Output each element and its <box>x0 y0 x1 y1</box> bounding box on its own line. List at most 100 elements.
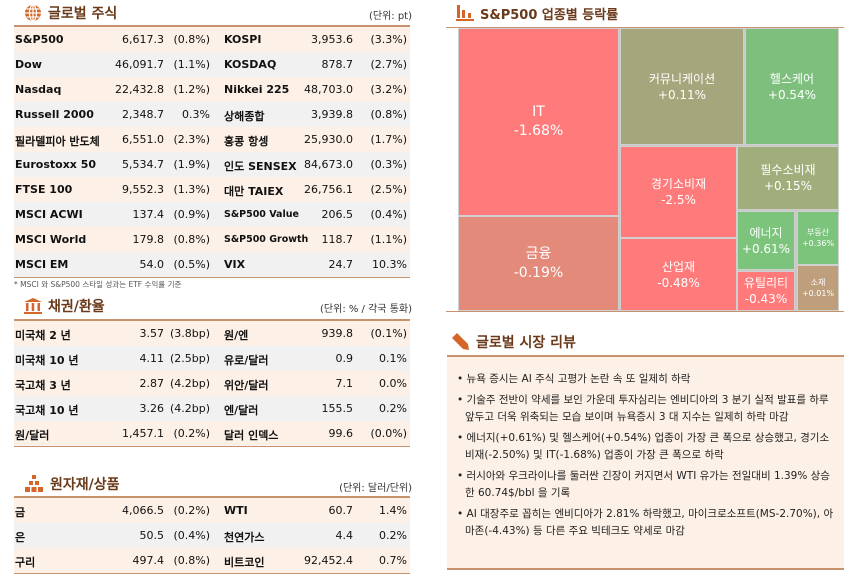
review-box: • 뉴욕 증시는 AI 주식 고평가 논란 속 또 일제히 하락 • 기술주 전… <box>447 357 844 570</box>
item-name: 상해종합 <box>224 110 265 123</box>
item-value: 179.8 <box>132 233 165 246</box>
item-value: 9,552.3 <box>122 183 164 196</box>
item-name: KOSDAQ <box>224 58 277 71</box>
item-name: WTI <box>224 504 248 517</box>
section-title: 채권/환율 <box>48 299 105 315</box>
item-name: FTSE 100 <box>15 183 73 196</box>
item-name: Russell 2000 <box>15 108 94 121</box>
gold-bars-icon <box>25 475 43 492</box>
sector-name: 경기소비재 <box>650 177 707 191</box>
item-name: 천연가스 <box>224 531 265 544</box>
sector-change: +0.54% <box>767 87 817 102</box>
item-value: 7.1 <box>335 377 354 390</box>
item-change: 10.3% <box>372 258 407 271</box>
sector-name: 필수소비재 <box>760 163 816 177</box>
table-row: 원/달러 1,457.1 (0.2%) 달러 인덱스 99.6 (0.0%) <box>14 421 410 446</box>
item-change: (2.7%) <box>370 58 407 71</box>
table-row: 국고채 3 년 2.87 (4.2bp) 위안/달러 7.1 0.0% <box>14 371 410 396</box>
divider <box>446 27 844 28</box>
item-value: 3.57 <box>139 327 165 340</box>
item-change: (0.8%) <box>370 108 407 121</box>
item-value: 22,432.8 <box>115 83 164 96</box>
item-value: 5,534.7 <box>122 158 164 171</box>
sector-cell: IT -1.68% <box>458 28 619 216</box>
table-row: 미국채 2 년 3.57 (3.8bp) 원/엔 939.8 (0.1%) <box>14 321 410 346</box>
item-change: (0.2%) <box>173 504 210 517</box>
item-name: 미국채 2 년 <box>15 329 71 342</box>
item-name: 은 <box>15 531 26 544</box>
item-change: (0.0%) <box>370 427 407 440</box>
item-change: 0.2% <box>379 402 407 415</box>
item-value: 6,617.3 <box>122 33 164 46</box>
sector-change: +0.01% <box>801 289 835 298</box>
globe-icon <box>25 4 41 22</box>
divider <box>446 311 844 312</box>
item-value: 6,551.0 <box>122 133 164 146</box>
table-row: Nasdaq 22,432.8 (1.2%) Nikkei 225 48,703.0 (3… <box>14 77 410 102</box>
sector-change: +0.36% <box>801 239 835 248</box>
item-value: 46,091.7 <box>115 58 164 71</box>
item-value: 878.7 <box>321 58 354 71</box>
divider <box>14 496 410 498</box>
item-change: 0.3% <box>182 108 210 121</box>
commodities-header: 원자재/상품 <box>24 473 120 495</box>
item-change: (3.3%) <box>370 33 407 46</box>
sector-name: 금융 <box>525 245 552 262</box>
sector-name: 유틸리티 <box>743 276 789 290</box>
table-row: 은 50.5 (0.4%) 천연가스 4.4 0.2% <box>14 523 410 548</box>
item-value: 48,703.0 <box>304 83 353 96</box>
item-name: Nikkei 225 <box>224 83 290 96</box>
item-change: (1.2%) <box>173 83 210 96</box>
item-name: 달러 인덱스 <box>224 429 279 442</box>
item-change: (1.1%) <box>370 233 407 246</box>
item-name: S&P500 Value <box>224 209 299 220</box>
section-title: 글로벌 시장 리뷰 <box>476 335 576 351</box>
item-name: 미국채 10 년 <box>15 354 79 367</box>
item-change: 0.0% <box>379 377 407 390</box>
item-value: 2,348.7 <box>122 108 164 121</box>
item-name: 유로/달러 <box>224 354 269 367</box>
item-name: 국고채 3 년 <box>15 379 71 392</box>
item-change: (0.8%) <box>173 233 210 246</box>
review-bullet: • 기술주 전반이 약세를 보인 가운데 투자심리는 엔비디아의 3 분기 실적… <box>457 393 829 424</box>
item-change: 1.4% <box>379 504 407 517</box>
item-value: 206.5 <box>321 208 354 221</box>
table-row: MSCI ACWI 137.4 (0.9%) S&P500 Value 206.5 (0.… <box>14 202 410 227</box>
item-change: (3.2%) <box>370 83 407 96</box>
item-change: (0.3%) <box>370 158 407 171</box>
item-value: 25,930.0 <box>304 133 353 146</box>
item-name: Dow <box>15 58 42 71</box>
item-name: 금 <box>15 506 26 519</box>
sector-cell: 유틸리티 -0.43% <box>737 271 795 311</box>
item-value: 3.26 <box>139 402 165 415</box>
item-value: 24.7 <box>328 258 354 271</box>
item-value: 3,953.6 <box>311 33 353 46</box>
sector-name: 부동산 <box>806 228 830 237</box>
table-row: MSCI World 179.8 (0.8%) S&P500 Growth 118.7 (… <box>14 227 410 252</box>
sector-name: 커뮤니케이션 <box>648 71 716 86</box>
sector-change: -0.48% <box>657 275 700 290</box>
table-row: 구리 497.4 (0.8%) 비트코인 92,452.4 0.7% <box>14 548 410 573</box>
item-value: 497.4 <box>132 554 165 567</box>
item-name: MSCI ACWI <box>15 208 83 221</box>
item-change: (0.8%) <box>173 33 210 46</box>
item-value: 2.87 <box>139 377 165 390</box>
table-row: MSCI EM 54.0 (0.5%) VIX 24.7 10.3% <box>14 252 410 277</box>
sector-cell: 에너지 +0.61% <box>737 211 795 270</box>
item-name: MSCI EM <box>15 258 69 271</box>
equities-header: 글로벌 주식 <box>24 2 117 24</box>
table-row: Dow 46,091.7 (1.1%) KOSDAQ 878.7 (2.7%) <box>14 52 410 77</box>
review-header: 글로벌 시장 리뷰 <box>452 331 576 353</box>
section-title: S&P500 업종별 등락률 <box>480 7 619 23</box>
sector-name: 에너지 <box>749 225 783 240</box>
item-value: 26,756.1 <box>304 183 353 196</box>
section-title: 글로벌 주식 <box>48 6 118 22</box>
review-bullet: • 에너지(+0.61%) 및 헬스케어(+0.54%) 업종이 가장 큰 폭으… <box>457 431 830 462</box>
review-bullet: • 러시아와 우크라이나를 둘러싼 긴장이 커지면서 WTI 유가는 전일대비 … <box>457 469 830 500</box>
table-row: S&P500 6,617.3 (0.8%) KOSPI 3,953.6 (3.3%) <box>14 27 410 52</box>
item-value: 118.7 <box>321 233 354 246</box>
sector-name: 산업재 <box>661 259 696 274</box>
sector-change: -1.68% <box>513 123 564 139</box>
item-change: (4.2bp) <box>169 377 210 390</box>
item-value: 155.5 <box>321 402 354 415</box>
